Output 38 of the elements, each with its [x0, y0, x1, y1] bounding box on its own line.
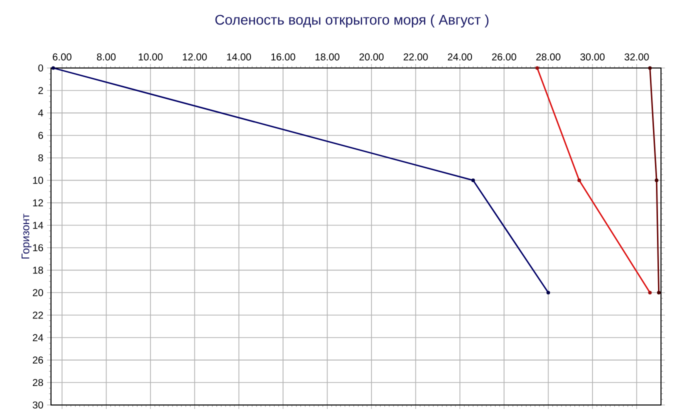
- y-tick-label: 10: [33, 176, 44, 184]
- point: [546, 290, 550, 294]
- chart-title: Соленость воды открытого моря ( Август ): [215, 14, 488, 28]
- x-tick-label: 30.00: [580, 53, 605, 60]
- x-tick-label: 12.00: [182, 53, 207, 60]
- y-tick-label: 16: [33, 244, 44, 252]
- y-axis-title: Горизонт: [22, 214, 32, 258]
- y-tick-label: 24: [32, 334, 44, 342]
- y-tick-label: 8: [38, 154, 44, 162]
- x-tick-label: 28.00: [536, 53, 560, 60]
- x-tick-label: 8.00: [96, 53, 116, 60]
- y-tick-label: 30: [32, 401, 44, 409]
- y-tick-label: 4: [38, 109, 44, 116]
- y-tick-label: 18: [33, 266, 44, 274]
- point: [648, 66, 652, 70]
- x-tick-label: 22.00: [404, 53, 428, 60]
- x-tick-label: 26.00: [492, 53, 516, 60]
- x-tick-label: 10.00: [138, 53, 163, 60]
- point: [51, 66, 56, 70]
- x-tick-label: 6.00: [52, 53, 72, 60]
- x-tick-label: 14.00: [227, 53, 251, 60]
- point: [471, 178, 475, 182]
- x-tick-label: 32.00: [624, 53, 649, 60]
- y-tick-label: 12: [33, 199, 43, 206]
- y-tick-label: 28: [32, 378, 44, 386]
- y-tick-label: 14: [33, 222, 44, 229]
- point: [656, 290, 661, 294]
- x-tick-label: 24.00: [448, 53, 472, 60]
- point: [654, 178, 658, 182]
- y-tick-label: 26: [32, 356, 44, 364]
- y-tick-label: 6: [38, 132, 44, 139]
- y-tick-label: 20: [32, 289, 44, 296]
- y-tick-label: 0: [38, 64, 44, 72]
- x-tick-label: 20.00: [359, 53, 384, 60]
- x-tick-label: 16.00: [271, 53, 296, 60]
- x-tick-label: 18.00: [316, 53, 340, 60]
- y-tick-label: 2: [38, 86, 43, 94]
- y-tick-label: 22: [32, 312, 43, 319]
